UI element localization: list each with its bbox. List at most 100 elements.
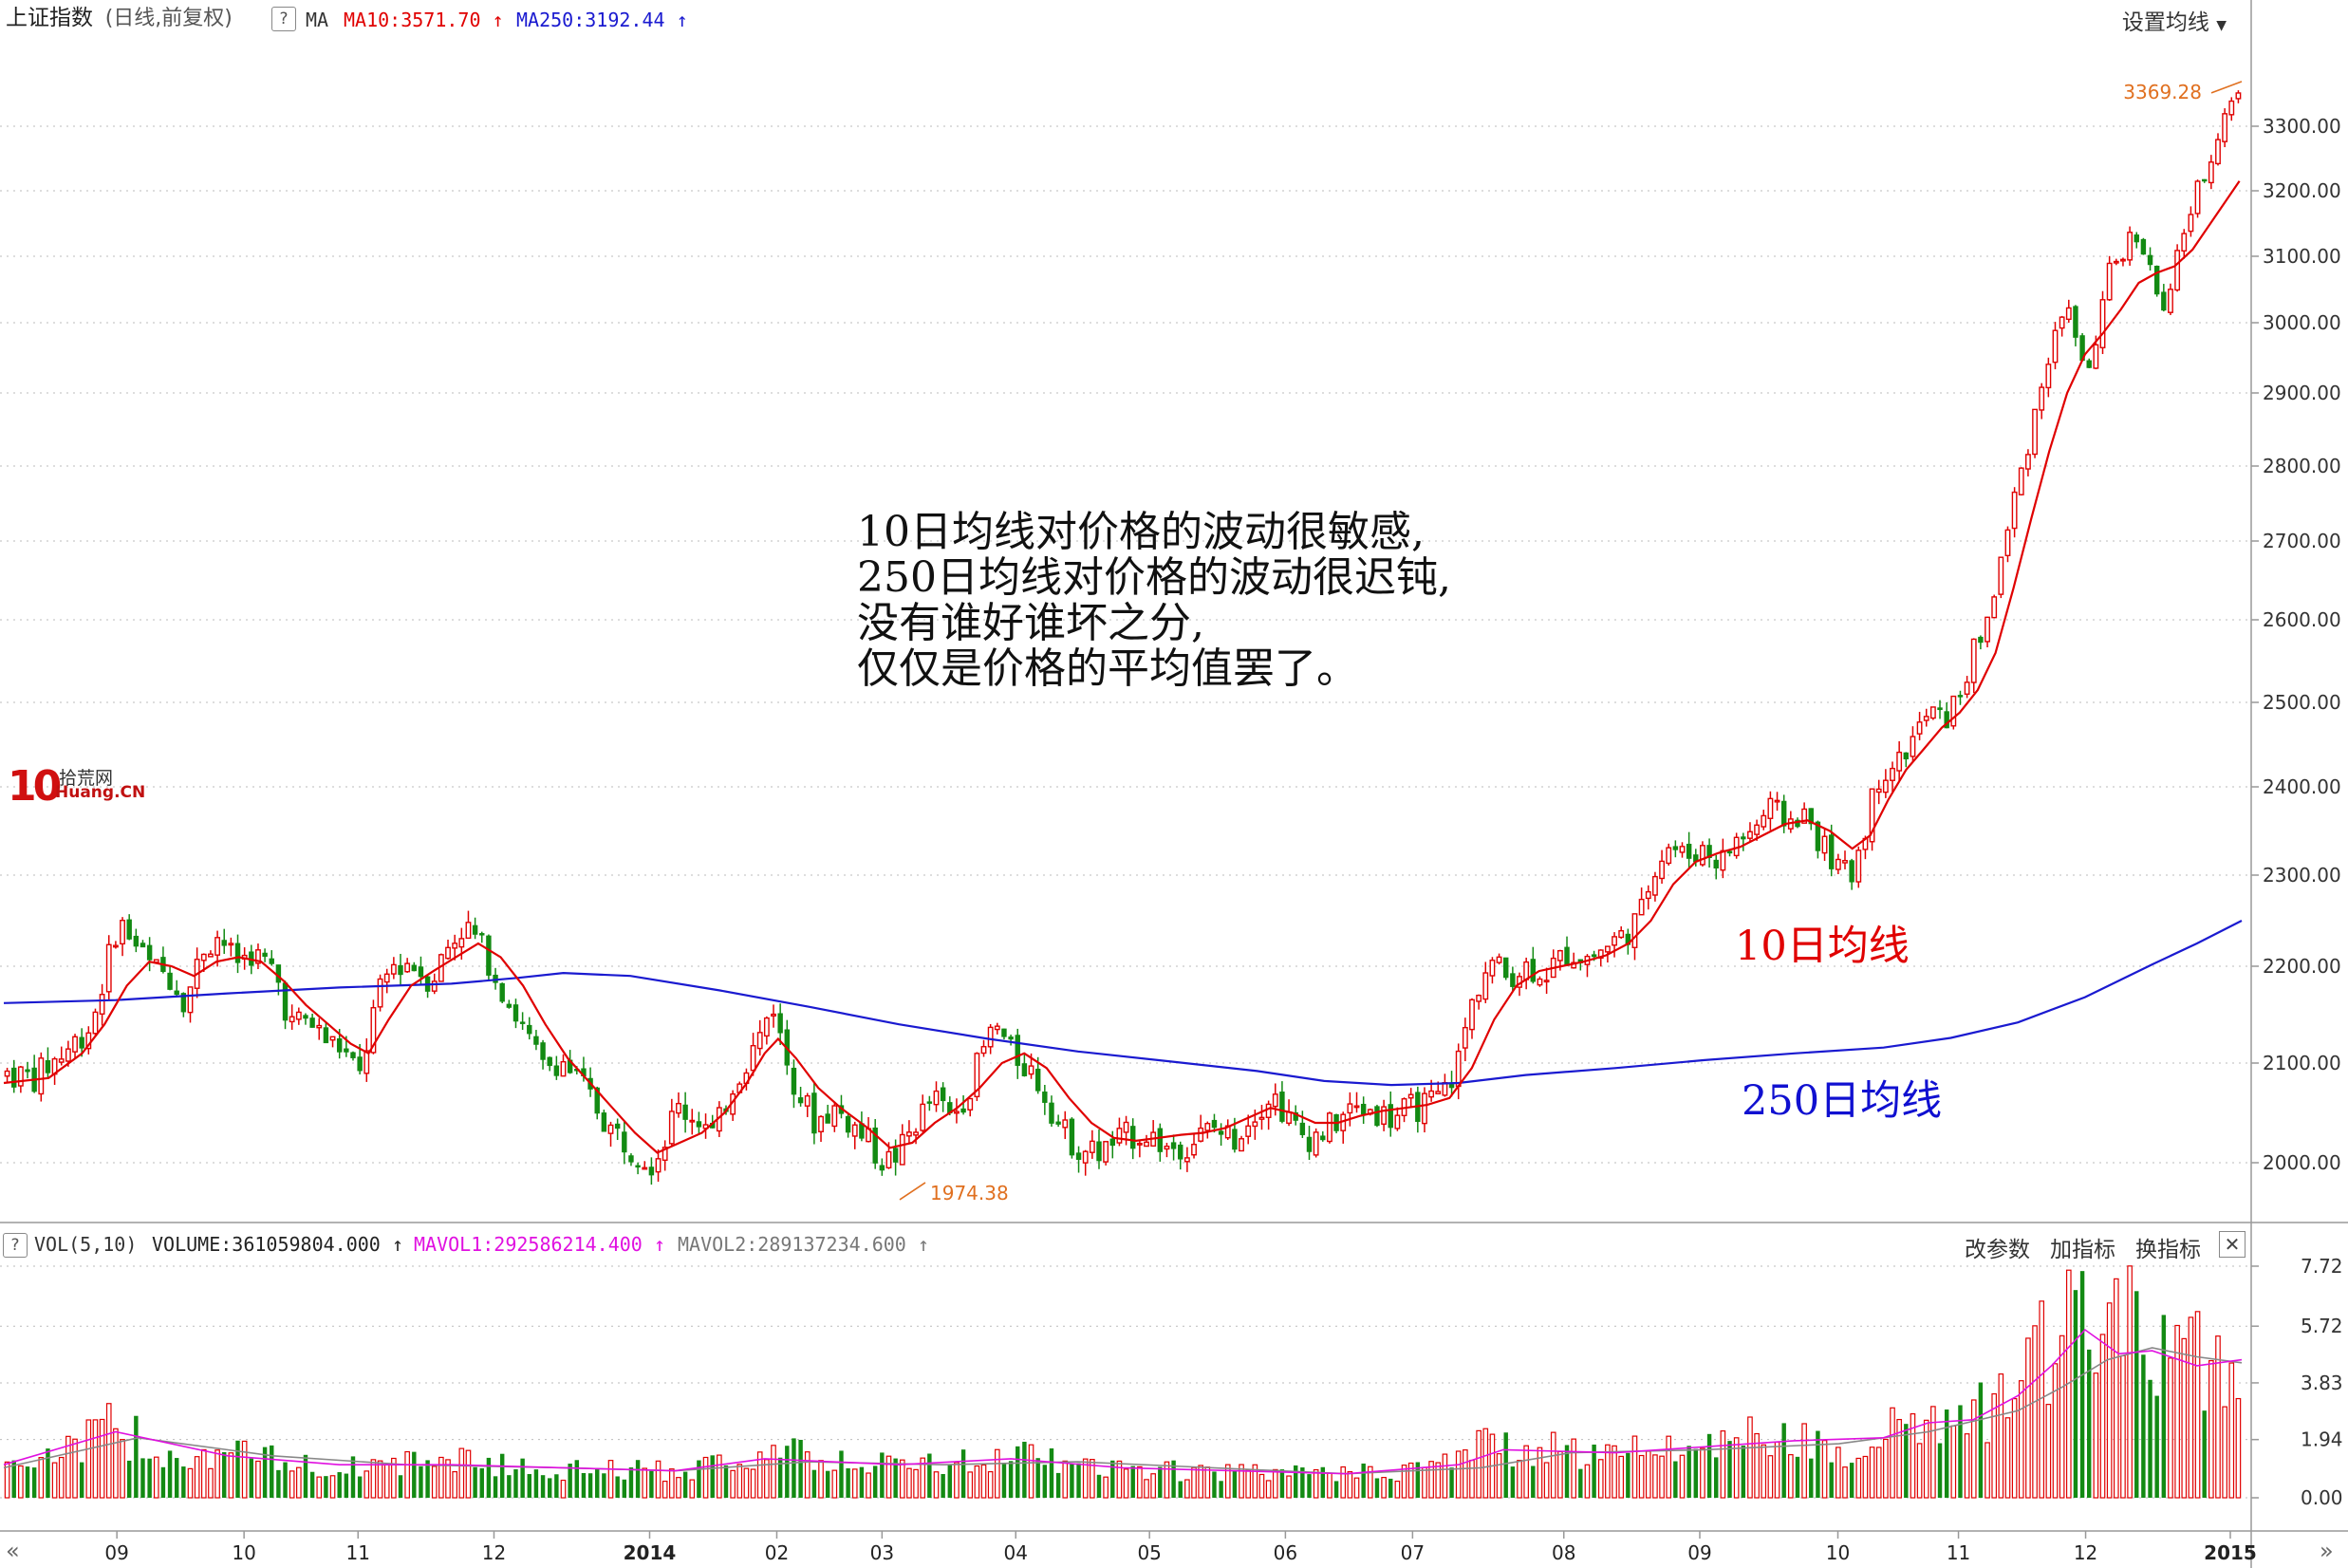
- volume-bar-down: [1714, 1457, 1719, 1498]
- volume-bar-up: [370, 1459, 377, 1499]
- volume-help-icon[interactable]: ?: [3, 1233, 28, 1258]
- candle-body-down: [1306, 1136, 1313, 1152]
- volume-bar-up: [1618, 1455, 1625, 1499]
- candle-body-down: [357, 1056, 363, 1072]
- candle-body-down: [2086, 360, 2092, 368]
- candle-body-up: [1265, 1103, 1272, 1118]
- candle-body-up: [1489, 960, 1496, 977]
- price-tick-label: 2500.00: [2263, 691, 2341, 714]
- caret-down-icon: ▼: [2216, 18, 2227, 33]
- low-pointer: [899, 1182, 926, 1201]
- candle-body-up: [1428, 1090, 1435, 1098]
- scroll-right-icon[interactable]: »: [2320, 1538, 2334, 1564]
- candle-body-down: [1049, 1102, 1054, 1124]
- volume-bar-down: [1307, 1474, 1312, 1498]
- volume-bar-up: [1082, 1458, 1089, 1499]
- volume-bar-down: [1320, 1466, 1326, 1498]
- candle-body-up: [1469, 999, 1475, 1031]
- volume-bar-up: [736, 1464, 743, 1499]
- volume-bar-down: [697, 1460, 701, 1498]
- volume-bar-up: [1442, 1453, 1448, 1499]
- volume-bar-down: [635, 1460, 641, 1498]
- volume-bar-up: [391, 1457, 397, 1499]
- candle-body-up: [200, 953, 207, 961]
- volume-bar-up: [1869, 1447, 1875, 1499]
- volume-bar-down: [1904, 1424, 1909, 1498]
- candle-body-up: [1455, 1050, 1462, 1088]
- volume-bar-up: [1245, 1469, 1252, 1499]
- candle-body-down: [262, 952, 268, 958]
- volume-bar-up: [105, 1403, 112, 1499]
- candle-body-down: [635, 1165, 641, 1168]
- volume-bar-up: [1028, 1444, 1034, 1499]
- help-icon[interactable]: ?: [271, 7, 296, 31]
- candle-body-down: [1448, 1084, 1455, 1089]
- volume-bar-down: [839, 1450, 844, 1498]
- volume-bar-down: [723, 1465, 729, 1498]
- candle-body-up: [17, 1066, 24, 1087]
- volume-bar-up: [113, 1428, 119, 1499]
- volume-bar-up: [2106, 1302, 2113, 1499]
- volume-bar-down: [825, 1470, 830, 1498]
- volume-bar-up: [2120, 1354, 2126, 1499]
- volume-bar-up: [1890, 1407, 1895, 1499]
- volume-bar-down: [533, 1469, 539, 1498]
- candle-body-up: [1747, 831, 1753, 839]
- candle-body-up: [1407, 1093, 1414, 1099]
- volume-bar-up: [1916, 1443, 1923, 1499]
- candle-body-up: [1252, 1121, 1258, 1128]
- volume-bar-up: [831, 1469, 838, 1499]
- add-indicator-button[interactable]: 加指标: [2050, 1238, 2115, 1262]
- change-params-button[interactable]: 改参数: [1965, 1238, 2030, 1262]
- candle-body-down: [1157, 1128, 1164, 1152]
- time-tick-label: 08: [1552, 1541, 1575, 1564]
- candle-body-up: [1183, 1157, 1190, 1163]
- candle-body-down: [2147, 254, 2153, 266]
- volume-bar-up: [404, 1450, 410, 1499]
- volume-bar-up: [51, 1462, 58, 1499]
- volume-bar-down: [1001, 1463, 1007, 1498]
- volume-bar-down: [785, 1446, 790, 1498]
- mavol1-value: MAVOL1:292586214.400: [414, 1233, 643, 1256]
- candle-body-up: [2188, 214, 2194, 233]
- candle-body-up: [967, 1097, 974, 1111]
- volume-bar-down: [2073, 1290, 2078, 1498]
- volume-bar-up: [2188, 1316, 2194, 1499]
- volume-bar-down: [1171, 1460, 1176, 1498]
- mavol2-value: MAVOL2:289137234.600: [678, 1233, 906, 1256]
- volume-bar-down: [1795, 1456, 1800, 1498]
- volume-bar-up: [1367, 1465, 1373, 1499]
- logo-number: 10: [8, 762, 62, 811]
- candle-body-up: [1964, 681, 1970, 695]
- volume-bar-down: [134, 1415, 139, 1498]
- candle-body-down: [234, 943, 241, 963]
- volume-bar-down: [1110, 1460, 1115, 1498]
- volume-bar-up: [1455, 1450, 1462, 1499]
- candle-body-up: [1062, 1119, 1069, 1129]
- candle-body-down: [1780, 800, 1787, 827]
- volume-bar-down: [777, 1457, 783, 1498]
- scroll-left-icon[interactable]: «: [6, 1538, 20, 1564]
- volume-bar-down: [1096, 1474, 1102, 1498]
- candle-body-down: [533, 1036, 539, 1045]
- candle-body-up: [2065, 307, 2072, 321]
- candle-body-up: [452, 943, 458, 949]
- volume-bar-down: [2087, 1349, 2092, 1498]
- price-tick-label: 3100.00: [2263, 245, 2341, 268]
- candle-body-up: [1618, 929, 1625, 939]
- volume-bar-down: [622, 1479, 627, 1498]
- volume-bar-up: [906, 1467, 912, 1499]
- logo-en-text: Huang.CN: [55, 783, 146, 802]
- volume-bar-down: [303, 1454, 308, 1498]
- volume-bar-up: [1482, 1428, 1489, 1499]
- candle-body-up: [2208, 161, 2214, 184]
- switch-indicator-button[interactable]: 换指标: [2135, 1238, 2201, 1262]
- candle-body-up: [1896, 751, 1903, 772]
- close-indicator-icon[interactable]: ✕: [2219, 1231, 2246, 1258]
- candle-body-down: [1001, 1028, 1007, 1037]
- candle-body-up: [1442, 1081, 1448, 1096]
- candle-body-up: [120, 920, 125, 945]
- volume-bar-up: [1788, 1454, 1794, 1499]
- time-tick-label: 04: [1004, 1541, 1028, 1564]
- ma-settings-dropdown[interactable]: 设置均线 ▼: [2122, 4, 2227, 36]
